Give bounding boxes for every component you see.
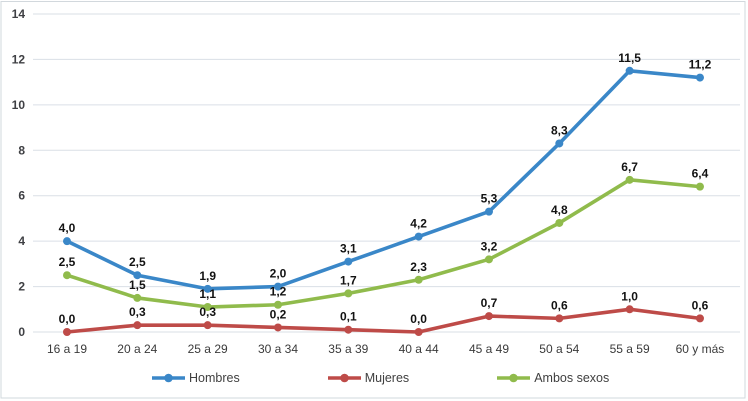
data-point-hombres-9	[695, 73, 704, 82]
x-axis-category-label-60-y-mas: 60 y más	[676, 342, 725, 356]
data-label-ambos-sexos-4: 1,7	[340, 273, 357, 287]
legend-line-marker-icon	[152, 373, 185, 383]
series-line-ambos-sexos	[65, 178, 702, 309]
data-label-hombres-3: 2,0	[270, 267, 287, 281]
data-point-ambos-sexos-0	[63, 271, 71, 280]
data-label-ambos-sexos-7: 4,8	[551, 203, 568, 217]
data-label-ambos-sexos-3: 1,2	[270, 285, 287, 299]
x-axis-category-label-30-a-34: 30 a 34	[258, 342, 298, 356]
data-point-mujeres-4	[344, 325, 353, 334]
y-axis-tick-label-14: 14	[12, 7, 26, 21]
series-line-hombres	[65, 68, 702, 291]
data-point-mujeres-3	[273, 323, 282, 332]
data-label-hombres-0: 4,0	[59, 221, 76, 235]
data-point-ambos-sexos-2	[203, 303, 212, 312]
data-label-ambos-sexos-1: 1,5	[129, 278, 146, 292]
data-point-hombres-8	[625, 66, 634, 75]
data-label-mujeres-3: 0,2	[270, 307, 287, 321]
data-point-mujeres-5	[414, 328, 423, 336]
data-point-ambos-sexos-8	[625, 175, 634, 184]
data-point-hombres-1	[133, 271, 142, 280]
data-label-hombres-1: 2,5	[129, 255, 146, 269]
y-axis-tick-label-8: 8	[18, 143, 25, 157]
data-label-mujeres-8: 1,0	[621, 289, 638, 303]
data-point-hombres-4	[344, 257, 353, 266]
data-point-mujeres-1	[133, 321, 142, 330]
legend-label: Ambos sexos	[534, 371, 610, 385]
data-label-mujeres-9: 0,6	[692, 298, 709, 312]
data-point-hombres-7	[555, 139, 564, 148]
data-label-hombres-7: 8,3	[551, 123, 568, 137]
legend-line-marker-icon	[497, 373, 531, 383]
legend-item-mujeres: Mujeres	[327, 371, 410, 385]
x-axis-category-label-45-a-49: 45 a 49	[469, 342, 509, 356]
data-label-mujeres-0: 0,0	[59, 312, 76, 326]
legend-label: Mujeres	[364, 371, 410, 385]
data-point-ambos-sexos-1	[133, 293, 142, 302]
data-point-ambos-sexos-3	[273, 300, 282, 309]
data-point-mujeres-0	[63, 328, 71, 336]
data-point-hombres-3	[273, 282, 282, 291]
data-label-hombres-5: 4,2	[410, 217, 427, 231]
x-axis-category-label-20-a-24: 20 a 24	[117, 342, 157, 356]
data-point-hombres-2	[203, 284, 212, 293]
data-label-ambos-sexos-9: 6,4	[692, 167, 709, 181]
legend-item-hombres: Hombres	[152, 371, 240, 385]
series-line-mujeres	[65, 307, 702, 334]
data-label-hombres-6: 5,3	[481, 192, 498, 206]
data-point-hombres-5	[414, 232, 423, 241]
data-label-ambos-sexos-0: 2,5	[59, 255, 76, 269]
data-point-ambos-sexos-5	[414, 275, 423, 284]
y-axis-tick-label-6: 6	[18, 189, 25, 203]
data-label-ambos-sexos-2: 1,1	[199, 287, 216, 301]
data-label-hombres-9: 11,2	[689, 58, 712, 72]
data-label-mujeres-2: 0,3	[199, 305, 216, 319]
data-point-hombres-6	[484, 207, 493, 216]
data-point-ambos-sexos-9	[695, 182, 704, 191]
data-label-hombres-2: 1,9	[199, 269, 216, 283]
data-point-mujeres-9	[695, 314, 704, 323]
data-point-mujeres-7	[555, 314, 564, 323]
x-axis-category-label-55-a-59: 55 a 59	[610, 342, 650, 356]
legend-line-marker-icon	[327, 373, 361, 383]
x-axis-category-label-40-a-44: 40 a 44	[399, 342, 439, 356]
data-label-hombres-4: 3,1	[340, 242, 357, 256]
legend-label: Hombres	[189, 371, 240, 385]
y-axis-tick-label-2: 2	[18, 280, 25, 294]
data-label-ambos-sexos-5: 2,3	[410, 260, 427, 274]
data-point-ambos-sexos-7	[555, 218, 564, 227]
data-point-hombres-0	[63, 237, 71, 246]
x-axis-category-label-16-a-19: 16 a 19	[47, 342, 87, 356]
data-label-mujeres-1: 0,3	[129, 305, 146, 319]
x-axis-category-label-35-a-39: 35 a 39	[328, 342, 368, 356]
data-point-mujeres-2	[203, 321, 212, 330]
data-label-mujeres-6: 0,7	[481, 296, 498, 310]
y-axis-tick-label-10: 10	[12, 98, 26, 112]
data-label-mujeres-7: 0,6	[551, 298, 568, 312]
y-axis-tick-label-4: 4	[18, 234, 25, 248]
data-label-mujeres-5: 0,0	[410, 312, 427, 326]
y-axis-tick-label-0: 0	[18, 325, 25, 339]
data-point-ambos-sexos-4	[344, 289, 353, 298]
data-point-mujeres-6	[484, 312, 493, 321]
data-label-hombres-8: 11,5	[618, 51, 641, 65]
data-label-ambos-sexos-8: 6,7	[621, 160, 638, 174]
x-axis-category-label-25-a-29: 25 a 29	[188, 342, 228, 356]
x-axis-category-label-50-a-54: 50 a 54	[539, 342, 579, 356]
data-label-ambos-sexos-6: 3,2	[481, 239, 498, 253]
y-axis-tick-label-12: 12	[12, 52, 26, 66]
legend: Hombres Mujeres Ambos sexos	[152, 369, 609, 387]
legend-item-ambos-sexos: Ambos sexos	[497, 371, 609, 385]
data-point-mujeres-8	[625, 305, 634, 314]
data-label-mujeres-4: 0,1	[340, 310, 357, 324]
data-point-ambos-sexos-6	[484, 255, 493, 264]
